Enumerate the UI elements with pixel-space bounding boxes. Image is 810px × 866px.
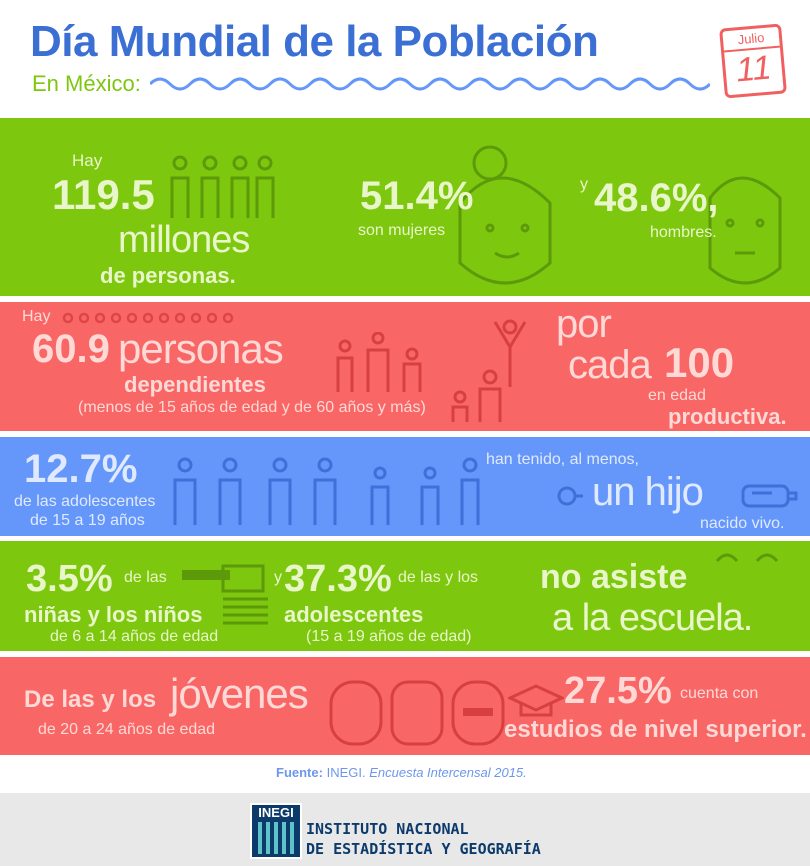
adolescent-mothers-section: 12.7% de las adolescentes de 15 a 19 año… bbox=[0, 437, 810, 536]
hay-label: Hay bbox=[22, 308, 51, 325]
ninos-label: niñas y los niños bbox=[24, 602, 203, 627]
dots-decoration bbox=[62, 312, 234, 324]
source-label: Fuente: bbox=[276, 765, 323, 780]
people-icon bbox=[170, 155, 275, 218]
children-age-label: de 6 a 14 años de edad bbox=[50, 628, 219, 645]
women-label: son mujeres bbox=[358, 222, 446, 239]
adolescent-pct: 12.7% bbox=[24, 447, 138, 491]
adolescents-age-label: (15 a 19 años de edad) bbox=[306, 628, 472, 645]
dependientes-label: dependientes bbox=[124, 372, 266, 397]
han-tenido-label: han tenido, al menos, bbox=[486, 451, 639, 468]
graduation-cap-icon bbox=[508, 684, 564, 717]
y-label: y bbox=[274, 569, 282, 586]
calendar-icon: Julio 11 bbox=[719, 23, 787, 99]
jumping-people-icon bbox=[451, 319, 527, 422]
adolescent-label-1: de las adolescentes bbox=[14, 493, 156, 510]
footer: INEGI INSTITUTO NACIONAL DE ESTADÍSTICA … bbox=[0, 793, 810, 866]
sad-face-icon bbox=[715, 553, 779, 563]
adolescentes-label: adolescentes bbox=[284, 602, 424, 627]
por-label: por bbox=[556, 302, 612, 346]
dependents-note: (menos de 15 años de edad y de 60 años y… bbox=[78, 399, 426, 416]
higher-education-section: De las y los jóvenes de 20 a 24 años de … bbox=[0, 657, 810, 755]
adolescents-pct: 37.3% bbox=[284, 558, 392, 600]
adolescent-label-2: de 15 a 19 años bbox=[30, 512, 145, 529]
source-survey: Encuesta Intercensal 2015. bbox=[369, 765, 527, 780]
higher-ed-pct: 27.5% bbox=[564, 670, 672, 712]
cuenta-con-label: cuenta con bbox=[680, 685, 759, 702]
dependents-value: 60.9 bbox=[32, 327, 110, 371]
institute-line-1: INSTITUTO NACIONAL bbox=[306, 820, 469, 838]
nacido-vivo-label: nacido vivo. bbox=[700, 515, 785, 532]
inegi-logo: INEGI bbox=[250, 803, 302, 859]
cada-label: cada bbox=[568, 343, 652, 387]
population-value: 119.5 bbox=[52, 171, 155, 218]
jovenes-label: jóvenes bbox=[170, 670, 309, 717]
woman-face-icon bbox=[458, 145, 552, 285]
page-title: Día Mundial de la Población bbox=[30, 17, 599, 66]
dependency-section: Hay 60.9 personas dependientes (menos de… bbox=[0, 302, 810, 431]
y-label: y bbox=[580, 176, 588, 193]
escuela-label: a la escuela. bbox=[552, 597, 753, 639]
de-personas-label: de personas. bbox=[100, 263, 236, 288]
personas-label: personas bbox=[118, 325, 284, 372]
de-las-y-los-label: de las y los bbox=[398, 569, 479, 586]
baby-bottle-icon bbox=[741, 484, 798, 508]
inegi-logo-text: INEGI bbox=[252, 805, 300, 820]
institute-line-2: DE ESTADÍSTICA Y GEOGRAFÍA bbox=[306, 840, 541, 858]
mothers-children-icon bbox=[173, 457, 480, 525]
de-las-y-los-label: De las y los bbox=[24, 686, 157, 713]
de-las-label: de las bbox=[124, 569, 167, 586]
women-pct: 51.4% bbox=[360, 174, 474, 218]
family-icon bbox=[336, 332, 422, 392]
youth-age-label: de 20 a 24 años de edad bbox=[38, 721, 216, 738]
children-pct: 3.5% bbox=[26, 558, 113, 600]
population-section: Hay 119.5 millones de personas. 51.4% so… bbox=[0, 118, 810, 296]
books-stack-icon bbox=[221, 564, 268, 625]
un-hijo-label: un hijo bbox=[592, 470, 704, 514]
source-org: INEGI. bbox=[326, 765, 366, 780]
school-section: 3.5% de las niñas y los niños de 6 a 14 … bbox=[0, 541, 810, 651]
source-note: Fuente: INEGI. Encuesta Intercensal 2015… bbox=[276, 765, 527, 780]
inegi-logo-bars bbox=[258, 822, 294, 854]
men-pct: 48.6%, bbox=[594, 176, 719, 220]
hay-label: Hay bbox=[72, 151, 103, 170]
faces-icon bbox=[329, 680, 505, 746]
millones-label: millones bbox=[118, 219, 250, 261]
calendar-day: 11 bbox=[734, 48, 773, 90]
men-label: hombres. bbox=[650, 224, 717, 241]
productiva-label: productiva. bbox=[668, 404, 787, 429]
cien-value: 100 bbox=[664, 339, 735, 386]
page-subtitle: En México: bbox=[32, 71, 141, 96]
pacifier-icon bbox=[557, 486, 583, 506]
no-asiste-label: no asiste bbox=[540, 558, 688, 596]
estudios-label: estudios de nivel superior. bbox=[504, 716, 807, 743]
en-edad-label: en edad bbox=[648, 387, 706, 404]
man-face-icon bbox=[708, 176, 782, 285]
wavy-line-decoration bbox=[150, 77, 710, 91]
